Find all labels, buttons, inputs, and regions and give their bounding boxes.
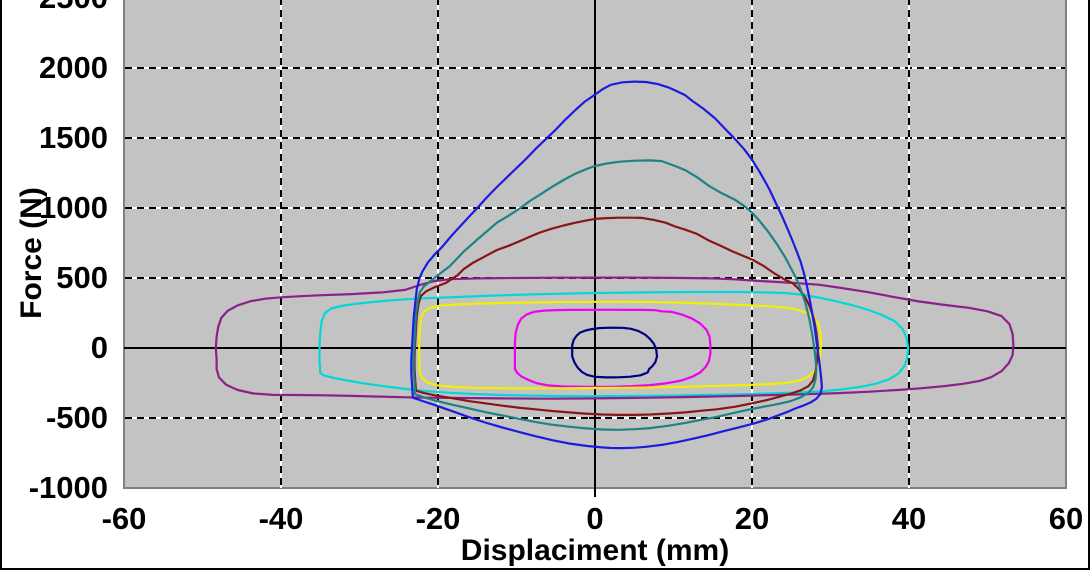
series-loop-6-maroon	[413, 216, 820, 416]
y-tick-label: -1000	[28, 470, 108, 505]
x-tick-label: -40	[258, 501, 304, 536]
y-tick-label: 1000	[39, 190, 108, 225]
y-tick-label: 500	[56, 260, 108, 295]
y-tick-label: 1500	[39, 120, 108, 155]
y-axis-title: Force (N)	[15, 187, 48, 319]
series-loop-1-navy	[571, 326, 659, 379]
series-loop-5-purple	[214, 276, 1015, 400]
series-loop-4-cyan	[318, 290, 910, 398]
y-tick-label: 2000	[39, 50, 108, 85]
x-tick-label: 60	[1048, 501, 1084, 536]
series-loop-7-teal	[412, 159, 818, 431]
x-axis-title: Displaciment (mm)	[460, 534, 730, 567]
x-tick-label: 20	[734, 501, 770, 536]
series-loop-2-magenta	[513, 308, 712, 388]
x-tick-label: 0	[586, 501, 604, 536]
y-tick-label: -500	[45, 400, 108, 435]
y-tick-label: 2500	[2, 0, 108, 16]
x-tick-label: -20	[415, 501, 461, 536]
y-tick-label: 0	[90, 330, 108, 365]
series-loop-8-blue	[410, 80, 824, 450]
series-loop-3-yellow	[418, 300, 823, 390]
x-tick-label: 40	[891, 501, 927, 536]
x-tick-label: -60	[101, 501, 147, 536]
